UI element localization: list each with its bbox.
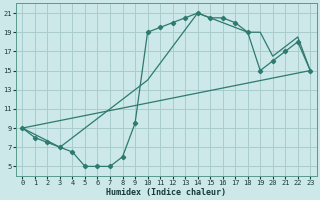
X-axis label: Humidex (Indice chaleur): Humidex (Indice chaleur)	[106, 188, 226, 197]
